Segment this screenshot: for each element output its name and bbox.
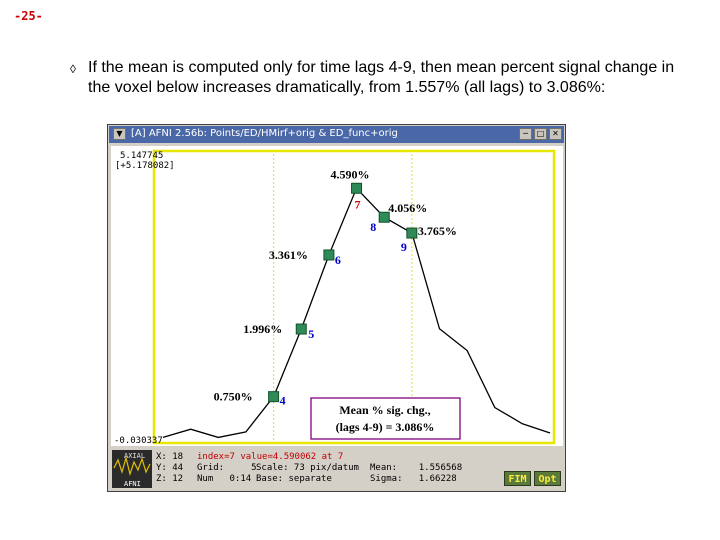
plot-svg: 5.147745 [+5.178082] -0.030337 0.750% 4 1.… xyxy=(114,149,556,446)
sigma-readout: Sigma: 1.66228 xyxy=(370,474,457,484)
annotation-line-1: Mean % sig. chg., xyxy=(339,403,430,417)
afni-graph-window: ▼ [A] AFNI 2.56b: Points/ED/HMirf+orig &… xyxy=(107,124,566,492)
fim-button[interactable]: FIM xyxy=(504,471,531,486)
lag-label: 6 xyxy=(335,253,341,267)
base-readout: Base: separate xyxy=(256,474,332,484)
value-label: 4.590% xyxy=(331,167,370,181)
value-label: 1.996% xyxy=(243,322,282,336)
coord-z: Z: 12 xyxy=(156,474,184,484)
data-point-marker xyxy=(406,227,418,239)
value-label: 0.750% xyxy=(214,390,253,404)
grid-readout: Grid: 5 xyxy=(197,463,257,473)
data-point-marker xyxy=(323,249,335,261)
lag-label: 7 xyxy=(355,197,361,211)
plot-area[interactable]: 5.147745 [+5.178082] -0.030337 0.750% 4 1.… xyxy=(111,146,563,446)
window-title: [A] AFNI 2.56b: Points/ED/HMirf+orig & E… xyxy=(131,128,398,139)
lag-label: 4 xyxy=(280,394,286,408)
opt-button[interactable]: Opt xyxy=(534,471,561,486)
plot-top-value: 5.147745 xyxy=(120,151,163,161)
bullet-text: If the mean is computed only for time la… xyxy=(88,59,675,96)
plot-bottom-value: -0.030337 xyxy=(114,436,163,446)
minimize-icon[interactable]: ─ xyxy=(519,128,532,140)
plot-frame xyxy=(152,149,556,445)
data-point-marker xyxy=(351,182,363,194)
coord-y: Y: 44 xyxy=(156,463,184,473)
close-icon[interactable]: ✕ xyxy=(549,128,562,140)
diamond-bullet-icon: ◊ xyxy=(70,62,76,76)
value-label: 4.056% xyxy=(388,201,427,215)
maximize-icon[interactable]: □ xyxy=(534,128,547,140)
chevron-down-icon[interactable]: ▼ xyxy=(113,128,126,140)
data-point-marker xyxy=(295,323,307,335)
data-point-marker xyxy=(378,211,390,223)
num-readout: Num 0:14 xyxy=(197,474,252,484)
coord-x: X: 18 xyxy=(156,452,184,462)
waveform-icon: AXIAL AFNI xyxy=(113,452,151,488)
mean-annotation-box xyxy=(310,397,461,440)
axial-thumbnail[interactable]: AXIAL AFNI xyxy=(112,450,152,488)
value-label: 3.765% xyxy=(418,224,457,238)
data-point-marker xyxy=(268,391,280,403)
mean-readout: Mean: 1.556568 xyxy=(370,463,463,473)
thumb-label: AXIAL xyxy=(124,452,145,460)
lag-label: 9 xyxy=(401,240,407,254)
thumb-sublabel: AFNI xyxy=(124,480,141,488)
page-number: -25- xyxy=(14,9,43,23)
window-titlebar: ▼ [A] AFNI 2.56b: Points/ED/HMirf+orig &… xyxy=(109,126,564,143)
annotation-line-2: (lags 4-9) = 3.086% xyxy=(336,420,435,434)
index-readout: index=7 value=4.590062 at 7 xyxy=(197,452,344,462)
lag-label: 5 xyxy=(308,327,314,341)
lag-label: 8 xyxy=(370,220,376,234)
plot-top-range: [+5.178082] xyxy=(115,161,175,171)
value-label: 3.361% xyxy=(269,248,308,262)
scale-readout: Scale: 73 pix/datum xyxy=(256,463,359,473)
status-bar: AXIAL AFNI X: 18 Y: 44 Z: 12 index=7 val… xyxy=(109,450,564,490)
chart-marks: 0.750% 4 1.996% 5 3.361% 6 4.590% 7 4.056% 8 3.765… xyxy=(162,154,551,441)
